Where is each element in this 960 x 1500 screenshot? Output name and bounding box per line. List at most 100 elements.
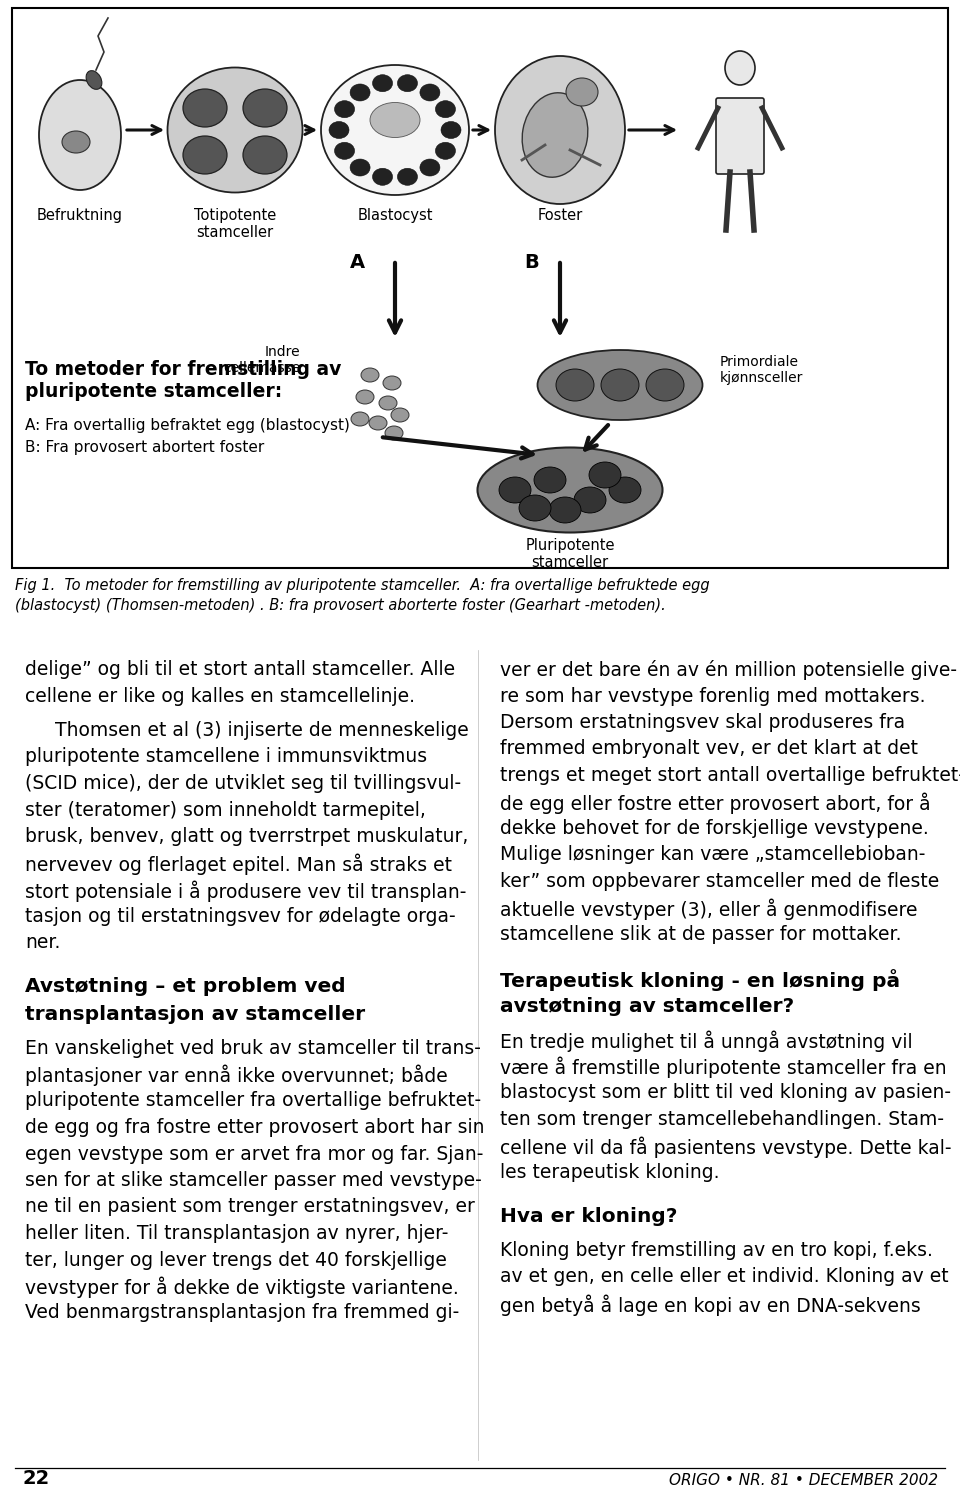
Text: ten som trenger stamcellebehandlingen. Stam-: ten som trenger stamcellebehandlingen. S… (500, 1110, 944, 1130)
Text: fremmed embryonalt vev, er det klart at det: fremmed embryonalt vev, er det klart at … (500, 740, 918, 759)
Text: ORIGO • NR. 81 • DECEMBER 2002: ORIGO • NR. 81 • DECEMBER 2002 (669, 1473, 938, 1488)
Ellipse shape (379, 396, 397, 410)
Ellipse shape (86, 70, 102, 90)
Text: avstøtning av stamceller?: avstøtning av stamceller? (500, 998, 794, 1016)
Ellipse shape (495, 56, 625, 204)
Text: plantasjoner var ennå ikke overvunnet; både: plantasjoner var ennå ikke overvunnet; b… (25, 1065, 447, 1086)
Text: ne til en pasient som trenger erstatningsvev, er: ne til en pasient som trenger erstatning… (25, 1197, 475, 1216)
Ellipse shape (370, 102, 420, 138)
Ellipse shape (609, 477, 641, 502)
Text: cellene vil da få pasientens vevstype. Dette kal-: cellene vil da få pasientens vevstype. D… (500, 1137, 951, 1158)
Text: transplantasjon av stamceller: transplantasjon av stamceller (25, 1005, 365, 1025)
Text: En tredje mulighet til å unngå avstøtning vil: En tredje mulighet til å unngå avstøtnin… (500, 1030, 913, 1051)
Text: Blastocyst: Blastocyst (357, 209, 433, 224)
Ellipse shape (350, 84, 371, 100)
Ellipse shape (589, 462, 621, 488)
Text: trengs et meget stort antall overtallige befruktet-: trengs et meget stort antall overtallige… (500, 766, 960, 784)
Ellipse shape (329, 122, 349, 138)
Text: En vanskelighet ved bruk av stamceller til trans-: En vanskelighet ved bruk av stamceller t… (25, 1038, 481, 1058)
Ellipse shape (519, 495, 551, 520)
Text: A: A (349, 254, 365, 272)
Ellipse shape (385, 426, 403, 439)
Ellipse shape (351, 413, 369, 426)
Text: stamcellene slik at de passer for mottaker.: stamcellene slik at de passer for mottak… (500, 926, 901, 944)
Text: gen betyå å lage en kopi av en DNA-sekvens: gen betyå å lage en kopi av en DNA-sekve… (500, 1294, 921, 1316)
Ellipse shape (372, 168, 393, 186)
Text: les terapeutisk kloning.: les terapeutisk kloning. (500, 1162, 719, 1182)
Ellipse shape (556, 369, 594, 400)
Ellipse shape (356, 390, 374, 404)
Ellipse shape (601, 369, 639, 400)
Text: sen for at slike stamceller passer med vevstype-: sen for at slike stamceller passer med v… (25, 1172, 482, 1190)
Text: (SCID mice), der de utviklet seg til tvillingsvul-: (SCID mice), der de utviklet seg til tvi… (25, 774, 461, 794)
Text: blastocyst som er blitt til ved kloning av pasien-: blastocyst som er blitt til ved kloning … (500, 1083, 951, 1102)
Ellipse shape (383, 376, 401, 390)
Ellipse shape (420, 84, 440, 100)
Ellipse shape (39, 80, 121, 190)
Ellipse shape (574, 488, 606, 513)
Text: av et gen, en celle eller et individ. Kloning av et: av et gen, en celle eller et individ. Kl… (500, 1268, 948, 1287)
Text: B: Fra provosert abortert foster: B: Fra provosert abortert foster (25, 440, 264, 454)
Ellipse shape (436, 100, 455, 117)
Text: de egg og fra fostre etter provosert abort har sin: de egg og fra fostre etter provosert abo… (25, 1118, 485, 1137)
Ellipse shape (243, 136, 287, 174)
Ellipse shape (499, 477, 531, 502)
Text: Hva er kloning?: Hva er kloning? (500, 1208, 678, 1227)
Text: Dersom erstatningsvev skal produseres fra: Dersom erstatningsvev skal produseres fr… (500, 712, 905, 732)
Text: delige” og bli til et stort antall stamceller. Alle: delige” og bli til et stort antall stamc… (25, 660, 455, 680)
Text: nervevev og flerlaget epitel. Man så straks et: nervevev og flerlaget epitel. Man så str… (25, 853, 452, 874)
Text: Ved benmargstransplantasjon fra fremmed gi-: Ved benmargstransplantasjon fra fremmed … (25, 1304, 459, 1323)
Ellipse shape (183, 88, 227, 128)
Text: pluripotente stamceller fra overtallige befruktet-: pluripotente stamceller fra overtallige … (25, 1092, 481, 1110)
Text: Avstøtning – et problem ved: Avstøtning – et problem ved (25, 978, 346, 996)
Ellipse shape (477, 447, 662, 532)
Text: vevstyper for å dekke de viktigste variantene.: vevstyper for å dekke de viktigste varia… (25, 1276, 459, 1299)
Text: Thomsen et al (3) injiserte de menneskelige: Thomsen et al (3) injiserte de menneskel… (55, 722, 468, 740)
Text: Foster: Foster (538, 209, 583, 224)
Text: ter, lunger og lever trengs det 40 forskjellige: ter, lunger og lever trengs det 40 forsk… (25, 1251, 446, 1269)
Ellipse shape (321, 64, 469, 195)
Text: de egg eller fostre etter provosert abort, for å: de egg eller fostre etter provosert abor… (500, 792, 930, 814)
Ellipse shape (420, 159, 440, 176)
Ellipse shape (725, 51, 755, 86)
Ellipse shape (391, 408, 409, 422)
Ellipse shape (538, 350, 703, 420)
Text: Befruktning: Befruktning (37, 209, 123, 224)
Text: brusk, benvev, glatt og tverrstrpet muskulatur,: brusk, benvev, glatt og tverrstrpet musk… (25, 827, 468, 846)
Text: Pluripotente
stamceller: Pluripotente stamceller (525, 538, 614, 570)
Text: ster (teratomer) som inneholdt tarmepitel,: ster (teratomer) som inneholdt tarmepite… (25, 801, 426, 819)
Ellipse shape (372, 75, 393, 92)
Text: cellene er like og kalles en stamcellelinje.: cellene er like og kalles en stamcelleli… (25, 687, 415, 705)
Text: Primordiale
kjønnsceller: Primordiale kjønnsceller (720, 356, 804, 386)
Text: ner.: ner. (25, 933, 60, 952)
Text: Kloning betyr fremstilling av en tro kopi, f.eks.: Kloning betyr fremstilling av en tro kop… (500, 1240, 933, 1260)
Ellipse shape (441, 122, 461, 138)
Text: B: B (524, 254, 540, 272)
Ellipse shape (534, 466, 566, 494)
Text: egen vevstype som er arvet fra mor og far. Sjan-: egen vevstype som er arvet fra mor og fa… (25, 1144, 484, 1164)
Text: heller liten. Til transplantasjon av nyrer, hjer-: heller liten. Til transplantasjon av nyr… (25, 1224, 448, 1244)
Ellipse shape (167, 68, 302, 192)
Text: Terapeutisk kloning - en løsning på: Terapeutisk kloning - en løsning på (500, 969, 900, 992)
Ellipse shape (522, 93, 588, 177)
Ellipse shape (549, 496, 581, 523)
FancyBboxPatch shape (716, 98, 764, 174)
Ellipse shape (183, 136, 227, 174)
Ellipse shape (361, 368, 379, 382)
Text: re som har vevstype forenlig med mottakers.: re som har vevstype forenlig med mottake… (500, 687, 925, 705)
Ellipse shape (334, 142, 354, 159)
Ellipse shape (436, 142, 455, 159)
Ellipse shape (369, 416, 387, 430)
Text: Mulige løsninger kan være „stamcellebioban-: Mulige løsninger kan være „stamcellebiob… (500, 846, 925, 864)
Ellipse shape (646, 369, 684, 400)
Ellipse shape (397, 75, 418, 92)
Text: ker” som oppbevarer stamceller med de fleste: ker” som oppbevarer stamceller med de fl… (500, 871, 939, 891)
Text: Fig 1.  To metoder for fremstilling av pluripotente stamceller.  A: fra overtall: Fig 1. To metoder for fremstilling av pl… (15, 578, 709, 592)
Text: Indre
cellemasse: Indre cellemasse (223, 345, 300, 375)
Text: tasjon og til erstatningsvev for ødelagte orga-: tasjon og til erstatningsvev for ødelagt… (25, 906, 456, 926)
Text: aktuelle vevstyper (3), eller å genmodifisere: aktuelle vevstyper (3), eller å genmodif… (500, 898, 918, 920)
Bar (12, 8, 948, 568)
Text: være å fremstille pluripotente stamceller fra en: være å fremstille pluripotente stamcelle… (500, 1058, 947, 1078)
Ellipse shape (243, 88, 287, 128)
Ellipse shape (334, 100, 354, 117)
